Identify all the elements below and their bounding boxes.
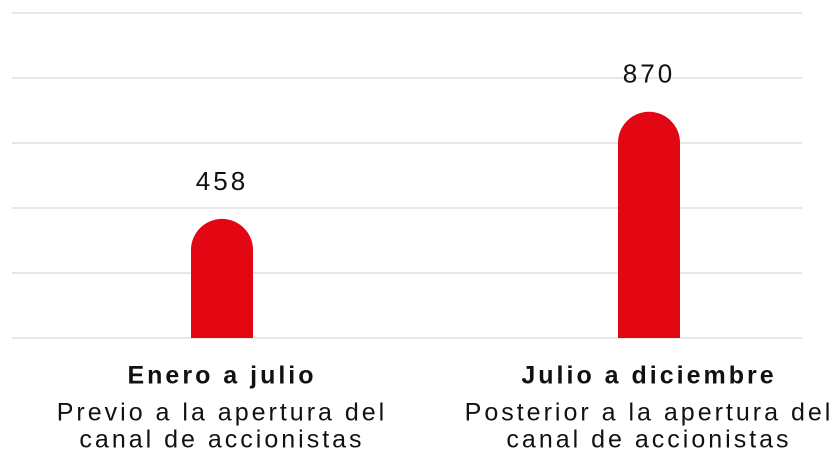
category-label: Julio a diciembre — [521, 362, 776, 390]
category-description: Posterior a la apertura del — [465, 399, 834, 427]
category-description: canal de accionistas — [79, 426, 364, 454]
value-label: 458 — [196, 166, 248, 196]
category-description: canal de accionistas — [506, 426, 791, 454]
bar — [191, 218, 253, 338]
value-label: 870 — [623, 59, 675, 89]
category-label: Enero a julio — [127, 362, 316, 390]
bar — [618, 111, 680, 339]
category-description: Previo a la apertura del — [57, 399, 387, 427]
